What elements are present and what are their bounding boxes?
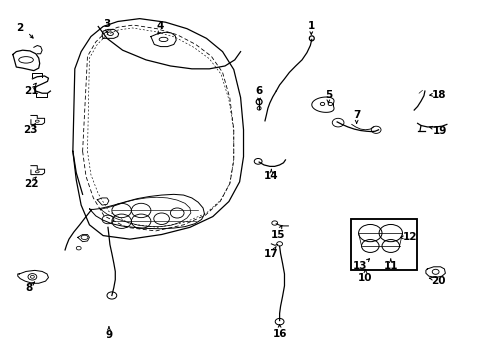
Text: 23: 23 — [22, 125, 37, 135]
Text: 5: 5 — [324, 90, 331, 100]
Text: 6: 6 — [255, 86, 262, 96]
Text: 9: 9 — [105, 330, 112, 340]
Text: 21: 21 — [23, 86, 38, 96]
Text: 4: 4 — [157, 21, 164, 31]
Bar — [350, 220, 416, 270]
Text: 19: 19 — [431, 126, 446, 135]
Text: 20: 20 — [430, 276, 445, 286]
Text: 17: 17 — [264, 248, 278, 258]
Text: 8: 8 — [25, 283, 33, 293]
Text: 12: 12 — [402, 232, 417, 242]
Text: 16: 16 — [272, 329, 286, 339]
Text: 7: 7 — [352, 111, 360, 121]
Text: 14: 14 — [264, 171, 278, 181]
Text: 2: 2 — [17, 23, 24, 33]
Text: 15: 15 — [270, 230, 285, 239]
Text: 3: 3 — [103, 19, 110, 29]
Text: 10: 10 — [357, 273, 372, 283]
Text: 11: 11 — [383, 261, 397, 271]
Text: 22: 22 — [23, 179, 38, 189]
Text: 1: 1 — [307, 21, 314, 31]
Text: 18: 18 — [431, 90, 446, 100]
Text: 13: 13 — [352, 261, 367, 271]
